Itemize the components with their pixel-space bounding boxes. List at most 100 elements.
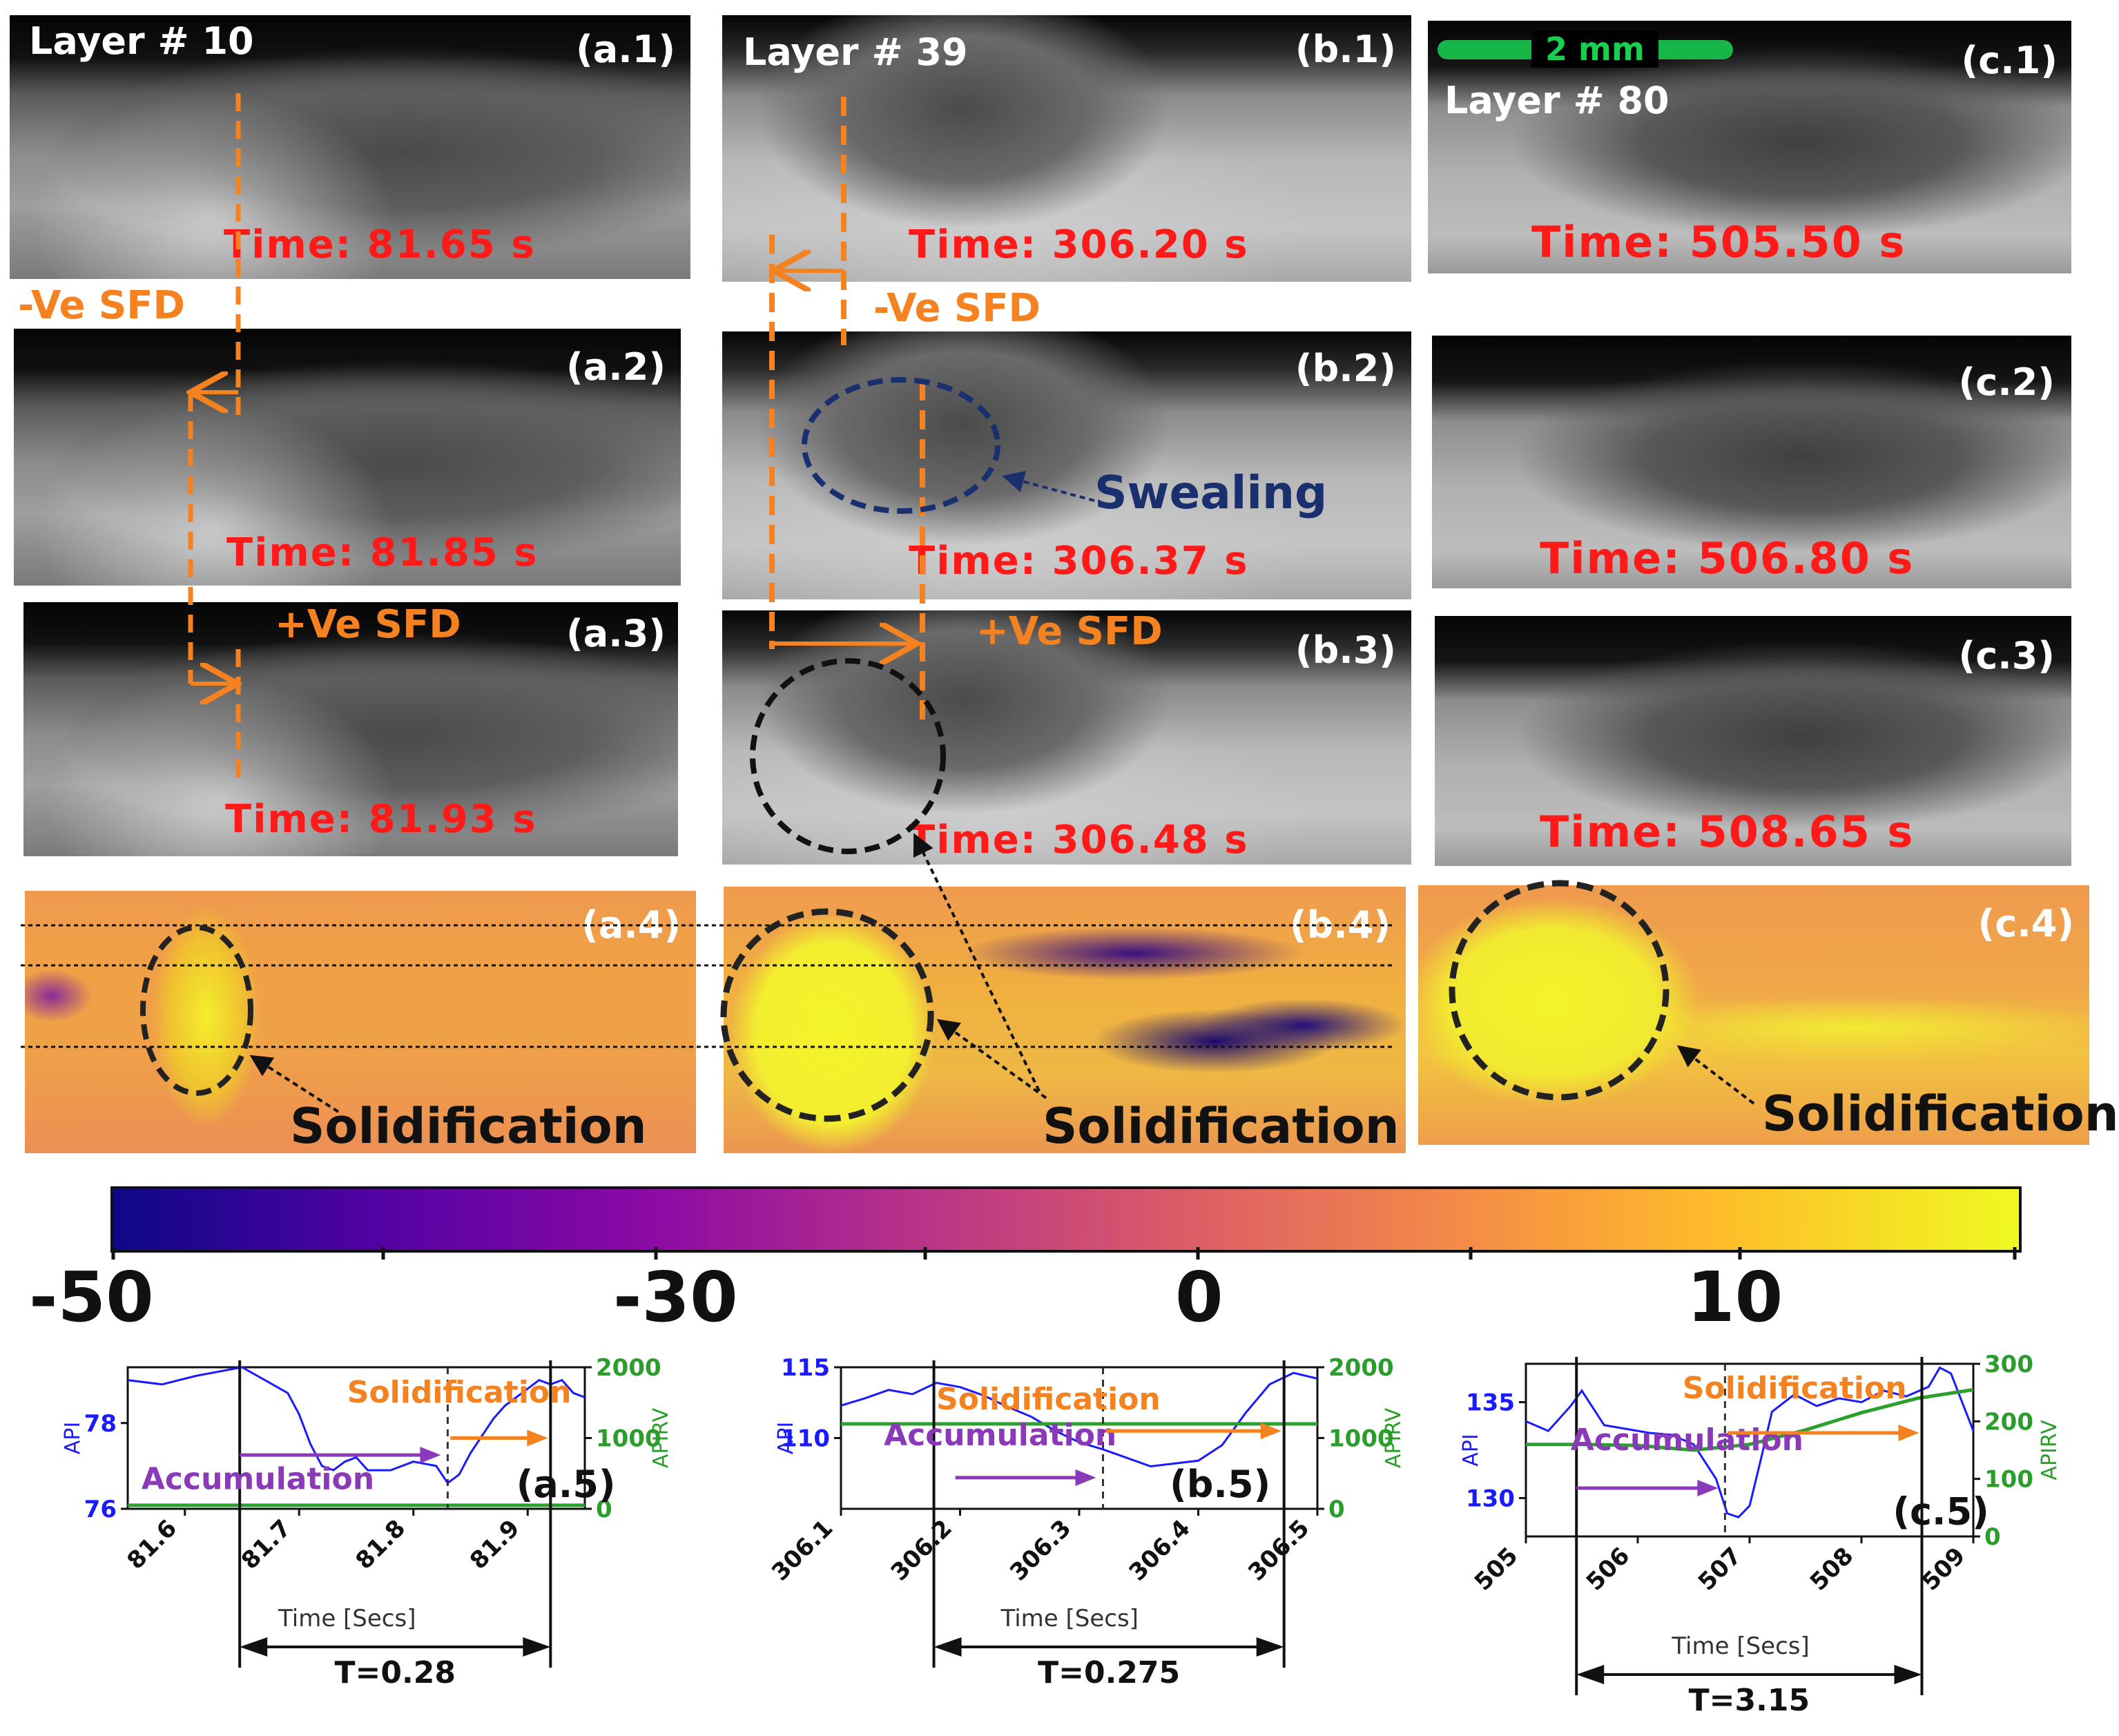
period-label: T=3.15 xyxy=(1689,1683,1810,1718)
panel-label-c2: (c.2) xyxy=(1958,360,2055,404)
solid-arrow-b3 xyxy=(913,833,1041,1092)
y-right-tick-label: 0 xyxy=(1984,1523,2001,1551)
x-tick-label: 306.4 xyxy=(1124,1514,1196,1586)
period-arrow-head-left xyxy=(240,1637,268,1657)
x-tick-label: 505 xyxy=(1469,1542,1523,1596)
x-tick-label: 306.5 xyxy=(1243,1514,1315,1586)
panel-label-c3: (c.3) xyxy=(1958,634,2055,677)
frame-a3: (a.3) Time: 81.93 s xyxy=(23,602,678,856)
x-tick-label: 81.8 xyxy=(351,1514,412,1575)
x-axis-label: Time [Secs] xyxy=(1671,1632,1809,1660)
x-axis-label: Time [Secs] xyxy=(278,1605,416,1632)
time-label-a1: Time: 81.65 s xyxy=(224,222,536,267)
x-tick-label: 506 xyxy=(1581,1542,1635,1596)
solidification-label: Solidification xyxy=(1683,1371,1907,1406)
panel-label: (a.5) xyxy=(516,1463,616,1506)
y-right-tick-label: 1000 xyxy=(1328,1425,1394,1453)
neg-sfd-label-b: -Ve SFD xyxy=(873,286,1041,331)
panel-label: (c.5) xyxy=(1893,1490,1989,1534)
y-axis-label: API xyxy=(1459,1434,1483,1466)
time-label-a3: Time: 81.93 s xyxy=(225,797,537,842)
y-right-axis-label: APIRV xyxy=(1382,1407,1406,1468)
colorbar-tick-4: 10 xyxy=(1687,1257,1783,1338)
solidification-arrow-head xyxy=(1898,1425,1919,1441)
solid-circle-b4 xyxy=(720,908,934,1122)
heatmap-c4: (c.4) xyxy=(1418,885,2089,1145)
x-tick-label: 507 xyxy=(1693,1542,1747,1596)
panel-label-c4: (c.4) xyxy=(1977,902,2074,945)
chart-a5: 81.6 81.7 81.8 81.9 76 78 0 1000 2000 API APIRV Tim… xyxy=(61,1354,673,1690)
swelling-arrow xyxy=(1002,470,1095,502)
chart-b5: 306.1 306.2 306.3 306.4 306.5 110 115 0 1000 2000… xyxy=(766,1354,1406,1690)
solidification-label: Solidification xyxy=(347,1375,572,1410)
x-tick-label: 306.3 xyxy=(1005,1514,1076,1586)
panel-label-a3: (a.3) xyxy=(566,612,666,655)
time-label-b3: Time: 306.48 s xyxy=(909,818,1249,862)
y-right-tick-label: 0 xyxy=(1328,1496,1345,1523)
solid-arrow-a4 xyxy=(249,1054,340,1113)
heatmap-a4: (a.4) xyxy=(25,891,696,1153)
x-axis-label: Time [Secs] xyxy=(1000,1605,1138,1632)
chart-c5: 505 506 507 508 509 130 135 0 100 200 300 API APIRV T… xyxy=(1459,1351,2062,1718)
accumulation-label: Accumulation xyxy=(884,1418,1116,1453)
x-tick-label: 509 xyxy=(1917,1542,1971,1596)
time-label-c2: Time: 506.80 s xyxy=(1540,533,1915,584)
neg-sfd-label-a: -Ve SFD xyxy=(18,283,185,328)
pos-sfd-label-b: +Ve SFD xyxy=(976,609,1163,654)
solid-arrow-b4 xyxy=(936,1019,1047,1099)
period-label: T=0.275 xyxy=(1038,1655,1180,1690)
panel-label-b2: (b.2) xyxy=(1295,347,1396,390)
series-api xyxy=(127,1366,586,1485)
period-arrow-head-right xyxy=(1894,1665,1922,1684)
accumulation-label: Accumulation xyxy=(1571,1422,1803,1458)
solid-circle-c4 xyxy=(1449,880,1670,1101)
frame-b2: (b.2) Time: 306.37 s xyxy=(722,331,1411,599)
y-right-tick-label: 1000 xyxy=(596,1425,661,1453)
swelling-label: Swealing xyxy=(1094,466,1328,519)
colorbar-ticks xyxy=(111,1247,2017,1260)
solid-label-b4: Solidification xyxy=(1043,1098,1400,1155)
y-tick-label: 78 xyxy=(84,1410,117,1438)
solidification-arrow-head xyxy=(1260,1422,1281,1440)
frame-c2: (c.2) Time: 506.80 s xyxy=(1432,336,2071,588)
series-apirv xyxy=(1526,1388,1974,1452)
solidification-label: Solidification xyxy=(936,1382,1161,1417)
y-right-tick-label: 2000 xyxy=(1328,1354,1394,1382)
time-label-c3: Time: 508.65 s xyxy=(1540,807,1915,857)
panel-label-a2: (a.2) xyxy=(566,345,666,389)
y-right-axis-label: APIRV xyxy=(2038,1420,2062,1481)
period-label: T=0.28 xyxy=(335,1655,456,1690)
y-tick-label: 130 xyxy=(1466,1485,1515,1512)
y-right-axis-label: APIRV xyxy=(649,1407,673,1468)
x-tick-label: 81.9 xyxy=(465,1514,525,1575)
frame-c3: (c.3) Time: 508.65 s xyxy=(1435,616,2071,866)
y-tick-label: 135 xyxy=(1466,1389,1515,1417)
solid-label-a4: Solidification xyxy=(290,1098,647,1155)
solidification-arrow-head xyxy=(527,1429,548,1447)
time-label-b1: Time: 306.20 s xyxy=(909,222,1249,267)
layer-label-b: Layer # 39 xyxy=(743,30,968,74)
x-tick-label: 306.1 xyxy=(766,1514,838,1586)
y-right-tick-label: 200 xyxy=(1984,1408,2033,1436)
y-right-tick-label: 100 xyxy=(1984,1466,2033,1494)
solid-circle-b3 xyxy=(750,658,946,854)
colorbar xyxy=(110,1186,2022,1253)
period-arrow-head-right xyxy=(1256,1637,1284,1657)
panel-label: (b.5) xyxy=(1170,1463,1270,1506)
period-arrow-head-left xyxy=(1576,1665,1605,1684)
period-arrow-head-left xyxy=(933,1637,962,1657)
colorbar-tick-1: -50 xyxy=(29,1257,154,1338)
x-tick-label: 306.2 xyxy=(886,1514,958,1586)
swelling-circle xyxy=(802,377,1000,514)
x-tick-label: 81.6 xyxy=(122,1514,183,1575)
frame-b1: Layer # 39 (b.1) Time: 306.20 s xyxy=(722,15,1411,282)
heatmap-b4: (b.4) xyxy=(724,887,1406,1153)
y-right-tick-label: 0 xyxy=(596,1496,612,1523)
frame-a1: Layer # 10 (a.1) Time: 81.65 s xyxy=(10,15,690,279)
time-label-b2: Time: 306.37 s xyxy=(909,539,1249,584)
y-right-tick-label: 2000 xyxy=(596,1354,661,1382)
accumulation-label: Accumulation xyxy=(142,1461,374,1496)
y-tick-label: 76 xyxy=(84,1496,117,1523)
time-label-a2: Time: 81.85 s xyxy=(226,530,539,575)
panel-label-c1: (c.1) xyxy=(1961,39,2058,82)
